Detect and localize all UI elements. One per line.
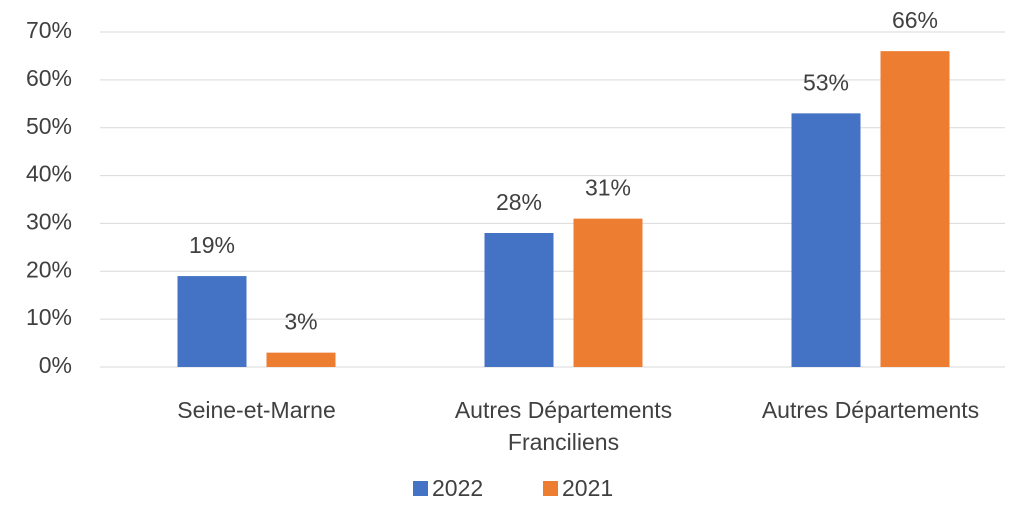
data-label: 66% (892, 7, 938, 33)
data-label: 31% (585, 175, 631, 201)
data-label: 28% (496, 189, 542, 215)
bar (266, 352, 336, 367)
x-tick-label: Autres Départements Franciliens (454, 397, 673, 455)
bar (791, 113, 861, 367)
bar (484, 233, 554, 367)
x-tick-label: Autres Départements (761, 397, 980, 423)
bar (880, 51, 950, 368)
y-tick-label: 20% (26, 256, 72, 282)
data-label: 19% (189, 232, 235, 258)
y-tick-label: 60% (26, 65, 72, 91)
legend-swatch (543, 481, 558, 496)
legend-label: 2021 (562, 475, 613, 501)
bar (177, 276, 247, 367)
y-tick-label: 0% (39, 352, 72, 378)
legend-swatch (413, 481, 428, 496)
y-tick-label: 10% (26, 304, 72, 330)
x-tick-label: Seine-et-Marne (177, 397, 336, 423)
y-tick-label: 30% (26, 209, 72, 235)
bar (573, 218, 643, 367)
data-label: 3% (284, 309, 317, 335)
y-tick-label: 70% (26, 17, 72, 43)
legend-label: 2022 (432, 475, 483, 501)
y-tick-label: 40% (26, 161, 72, 187)
data-label: 53% (803, 69, 849, 95)
y-tick-label: 50% (26, 113, 72, 139)
